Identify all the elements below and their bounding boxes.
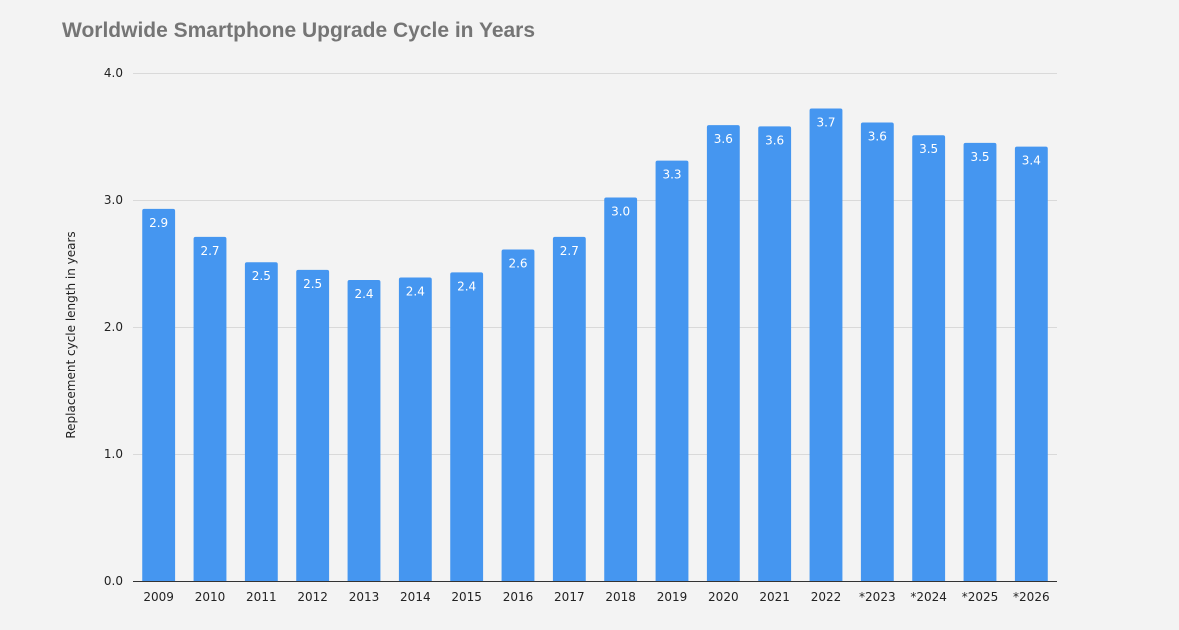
- data-label: 3.0: [611, 204, 630, 218]
- x-tick-label: 2020: [708, 590, 739, 604]
- y-tick-label: 4.0: [104, 66, 123, 80]
- y-tick-label: 1.0: [104, 447, 123, 461]
- bar-est-2024: [912, 135, 946, 582]
- data-label: 2.4: [457, 279, 476, 293]
- x-axis-ticks: 2009 2010 2011 2012 2013 2014 2015 2016 2017 2018…: [143, 590, 1049, 604]
- x-tick-label: 2010: [195, 590, 226, 604]
- x-tick-label: *2023: [859, 590, 896, 604]
- y-tick-label: 3.0: [104, 193, 123, 207]
- bar-2010: [193, 236, 227, 581]
- chart-title: Worldwide Smartphone Upgrade Cycle in Ye…: [62, 19, 535, 42]
- data-label: 3.5: [970, 150, 989, 164]
- bar-2013: [347, 280, 381, 581]
- data-label: 2.6: [508, 257, 527, 271]
- bar-2015: [450, 272, 484, 581]
- bar-2018: [604, 197, 638, 581]
- x-tick-label: 2011: [246, 590, 277, 604]
- x-tick-label: 2019: [657, 590, 688, 604]
- data-label: 3.3: [662, 168, 681, 182]
- x-tick-label: 2021: [759, 590, 790, 604]
- y-axis-label: Replacement cycle length in years: [64, 231, 78, 438]
- bar-2016: [501, 249, 535, 581]
- data-label: 2.4: [406, 284, 425, 298]
- gridlines: [133, 73, 1057, 582]
- data-label: 2.9: [149, 216, 168, 230]
- x-tick-label: 2017: [554, 590, 585, 604]
- x-tick-label: *2025: [962, 590, 999, 604]
- x-tick-label: *2024: [910, 590, 947, 604]
- data-label: 3.6: [868, 130, 887, 144]
- x-tick-label: 2014: [400, 590, 431, 604]
- data-label: 2.5: [252, 269, 271, 283]
- data-label: 2.4: [354, 287, 373, 301]
- x-tick-label: *2026: [1013, 590, 1050, 604]
- bar-2020: [706, 125, 740, 581]
- x-tick-label: 2015: [451, 590, 482, 604]
- x-tick-label: 2012: [297, 590, 328, 604]
- y-tick-label: 0.0: [104, 574, 123, 588]
- bar-2019: [655, 160, 689, 581]
- bar-2012: [296, 269, 330, 581]
- bar-2009: [142, 208, 176, 581]
- bar-2014: [398, 277, 432, 581]
- bar-2011: [244, 262, 278, 581]
- data-label: 2.7: [560, 244, 579, 258]
- bar-2022: [809, 108, 843, 581]
- data-label: 2.7: [200, 244, 219, 258]
- bar-2017: [552, 236, 586, 581]
- bar-est-2026: [1014, 146, 1048, 581]
- data-label: 3.6: [765, 133, 784, 147]
- y-tick-label: 2.0: [104, 320, 123, 334]
- x-tick-label: 2018: [605, 590, 636, 604]
- y-axis-ticks: 0.0 1.0 2.0 3.0 4.0: [104, 66, 123, 588]
- data-label: 3.5: [919, 142, 938, 156]
- x-tick-label: 2009: [143, 590, 174, 604]
- data-label: 3.4: [1022, 154, 1041, 168]
- bar-est-2025: [963, 142, 997, 581]
- data-labels: 2.9 2.7 2.5 2.5 2.4 2.4 2.4 2.6 2.7 3.0 3.3 3.6 3.6 3…: [149, 116, 1041, 301]
- x-tick-label: 2016: [503, 590, 534, 604]
- bars: [142, 108, 1048, 582]
- data-label: 3.6: [714, 132, 733, 146]
- x-tick-label: 2022: [811, 590, 842, 604]
- data-label: 3.7: [816, 116, 835, 130]
- bar-est-2023: [860, 122, 894, 581]
- data-label: 2.5: [303, 277, 322, 291]
- bar-2021: [758, 126, 792, 581]
- x-tick-label: 2013: [349, 590, 380, 604]
